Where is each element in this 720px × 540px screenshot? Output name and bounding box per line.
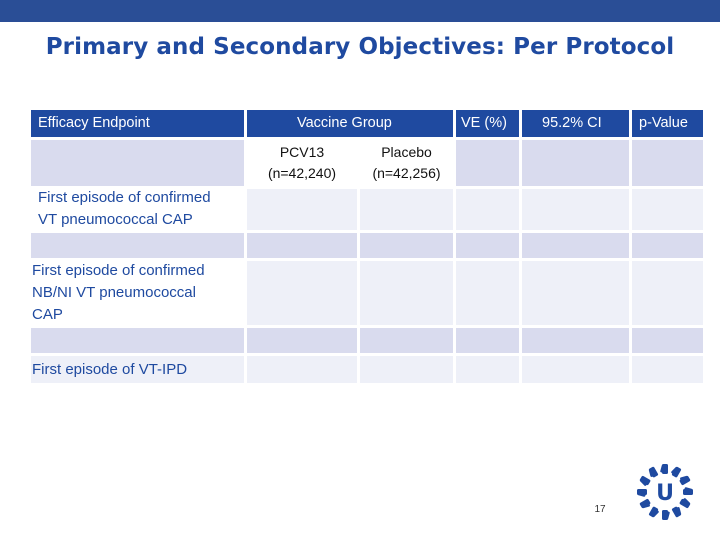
subheader-placebo: Placebo (n=42,256) bbox=[360, 140, 453, 186]
subheader-pcv13: PCV13 (n=42,240) bbox=[247, 140, 357, 186]
subheader-endpoint-cell bbox=[31, 140, 244, 186]
header-vaccine-group: Vaccine Group bbox=[247, 110, 453, 137]
header-endpoint: Efficacy Endpoint bbox=[31, 110, 244, 137]
row-label-nbni-vt-cap: First episode of confirmed NB/NI VT pneu… bbox=[32, 262, 205, 323]
header-ci: 95.2% CI bbox=[522, 110, 629, 137]
top-accent-bar bbox=[0, 0, 720, 22]
slide-title: Primary and Secondary Objectives: Per Pr… bbox=[45, 34, 675, 60]
header-pvalue: p-Value bbox=[632, 110, 703, 137]
page-number: 17 bbox=[594, 504, 606, 515]
university-logo-icon: U bbox=[637, 464, 693, 520]
row-label-vt-ipd: First episode of VT-IPD bbox=[32, 361, 188, 378]
header-ve: VE (%) bbox=[456, 110, 519, 137]
svg-text:U: U bbox=[656, 481, 674, 506]
row-label-vt-cap: First episode of confirmed VT pneumococc… bbox=[38, 189, 211, 228]
